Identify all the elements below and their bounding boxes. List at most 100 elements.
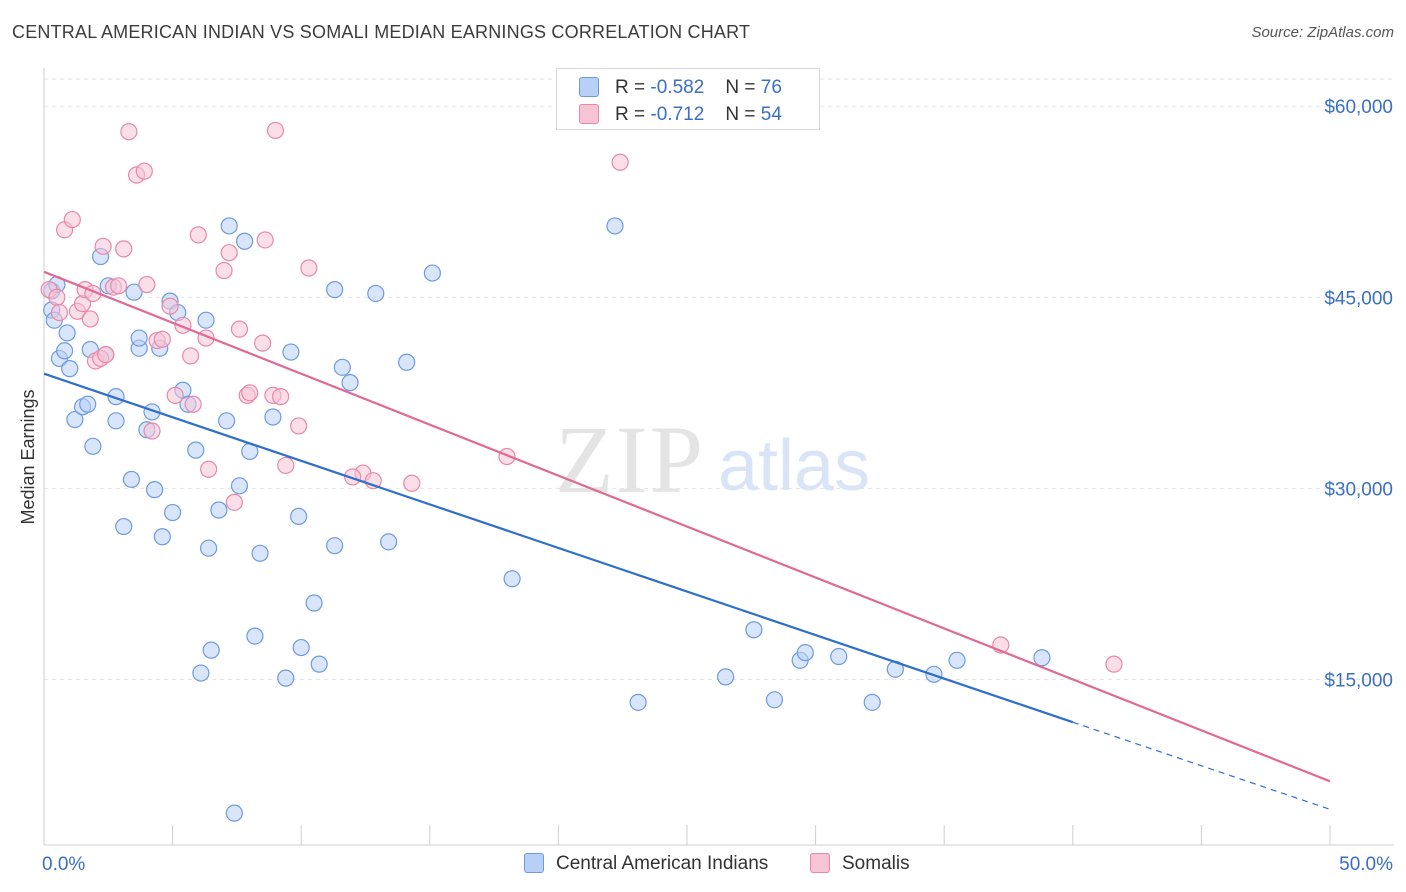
point-central-american-indians: [79, 395, 97, 413]
bottom-legend-label: Central American Indians: [556, 853, 769, 874]
point-somalis: [115, 240, 133, 258]
point-somalis: [182, 347, 200, 365]
chart-source: Source: ZipAtlas.com: [1251, 24, 1394, 41]
legend-swatch-pink: [579, 104, 599, 124]
point-central-american-indians: [716, 668, 735, 686]
point-somalis: [63, 210, 81, 229]
point-somalis: [81, 310, 99, 328]
point-central-american-indians: [796, 644, 814, 662]
point-central-american-indians: [164, 503, 182, 522]
point-central-american-indians: [192, 664, 210, 682]
point-central-american-indians: [107, 412, 125, 430]
y-tick-label: $45,000: [1324, 288, 1393, 309]
trend-central-american-indians: [43, 372, 1074, 724]
y-tick-label: $30,000: [1324, 479, 1393, 500]
point-central-american-indians: [210, 501, 228, 519]
point-central-american-indians: [125, 283, 143, 301]
point-central-american-indians: [863, 693, 881, 711]
stats-legend: R = -0.582 N = 76 R = -0.712 N = 54: [556, 68, 820, 130]
point-central-american-indians: [61, 360, 79, 378]
point-somalis: [94, 237, 112, 255]
point-central-american-indians: [333, 358, 351, 376]
point-central-american-indians: [292, 638, 310, 657]
point-somalis: [266, 121, 285, 140]
point-central-american-indians: [326, 537, 344, 555]
watermark-atlas: atlas: [718, 426, 870, 506]
watermark-zip: ZIP: [555, 406, 705, 513]
point-central-american-indians: [1033, 649, 1051, 667]
point-central-american-indians: [765, 691, 784, 709]
trend-somalis: [43, 270, 1331, 783]
watermark: ZIP atlas: [555, 406, 870, 513]
trend-lines: [43, 270, 1331, 810]
point-central-american-indians: [948, 651, 966, 669]
point-central-american-indians: [115, 517, 133, 536]
point-somalis: [166, 386, 184, 404]
point-central-american-indians: [305, 594, 323, 612]
y-axis-label: Median Earnings: [18, 389, 38, 524]
chart-title: CENTRAL AMERICAN INDIAN VS SOMALI MEDIAN…: [12, 22, 751, 42]
n-value: 76: [760, 77, 782, 98]
x-tick-label-min: 0.0%: [42, 854, 85, 875]
point-central-american-indians: [197, 311, 215, 329]
point-somalis: [161, 297, 179, 315]
point-somalis: [135, 162, 153, 180]
y-tick-label: $15,000: [1324, 670, 1393, 691]
point-central-american-indians: [423, 264, 441, 282]
point-somalis: [97, 345, 115, 364]
point-central-american-indians: [55, 342, 74, 360]
point-somalis: [215, 261, 233, 280]
point-somalis: [225, 493, 243, 511]
point-somalis: [241, 384, 259, 402]
point-central-american-indians: [503, 570, 521, 588]
point-central-american-indians: [220, 217, 238, 235]
r-label: R =: [615, 77, 646, 98]
point-central-american-indians: [66, 410, 84, 429]
point-central-american-indians: [230, 477, 249, 495]
axes: [43, 68, 1394, 846]
point-central-american-indians: [84, 437, 102, 455]
point-central-american-indians: [830, 647, 848, 666]
point-central-american-indians: [145, 481, 164, 499]
point-central-american-indians: [326, 281, 344, 299]
point-central-american-indians: [629, 693, 647, 711]
point-central-american-indians: [290, 507, 308, 525]
legend-swatch-blue: [579, 77, 599, 97]
y-tick-label: $60,000: [1324, 97, 1393, 118]
n-label: N =: [725, 77, 756, 98]
point-central-american-indians: [225, 804, 243, 822]
point-central-american-indians: [367, 284, 385, 303]
point-somalis: [230, 320, 249, 338]
point-somalis: [120, 123, 138, 141]
legend-stats-somalis: R = -0.712 N = 54: [615, 104, 782, 126]
point-somalis: [220, 244, 238, 262]
point-somalis: [277, 456, 295, 475]
point-central-american-indians: [236, 232, 254, 250]
r-value: -0.582: [650, 77, 705, 98]
bottom-legend-label: Somalis: [842, 853, 910, 874]
point-somalis: [50, 303, 69, 322]
point-central-american-indians: [202, 641, 220, 659]
point-central-american-indians: [264, 408, 282, 426]
point-central-american-indians: [606, 217, 624, 235]
point-central-american-indians: [58, 324, 76, 342]
point-central-american-indians: [130, 329, 148, 347]
point-somalis: [138, 275, 156, 294]
point-central-american-indians: [310, 655, 328, 673]
point-central-american-indians: [200, 539, 218, 557]
point-central-american-indians: [745, 621, 763, 639]
point-somalis: [109, 277, 128, 295]
point-central-american-indians: [187, 441, 205, 459]
point-somalis: [153, 330, 171, 348]
x-tick-label-max: 50.0%: [1339, 854, 1393, 875]
point-somalis: [290, 417, 308, 435]
n-value: 54: [760, 104, 782, 125]
point-central-american-indians: [282, 343, 300, 361]
data-points: [40, 121, 1123, 822]
point-somalis: [143, 422, 161, 440]
point-central-american-indians: [398, 353, 416, 371]
point-somalis: [611, 153, 629, 171]
point-somalis: [254, 334, 272, 352]
point-central-american-indians: [153, 528, 171, 546]
